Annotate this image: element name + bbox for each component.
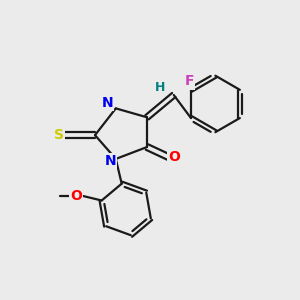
Text: O: O — [70, 189, 82, 203]
Text: N: N — [105, 154, 116, 168]
Text: N: N — [102, 96, 113, 110]
Text: O: O — [168, 150, 180, 164]
Text: F: F — [185, 74, 194, 88]
Text: H: H — [155, 81, 166, 94]
Text: S: S — [54, 128, 64, 142]
